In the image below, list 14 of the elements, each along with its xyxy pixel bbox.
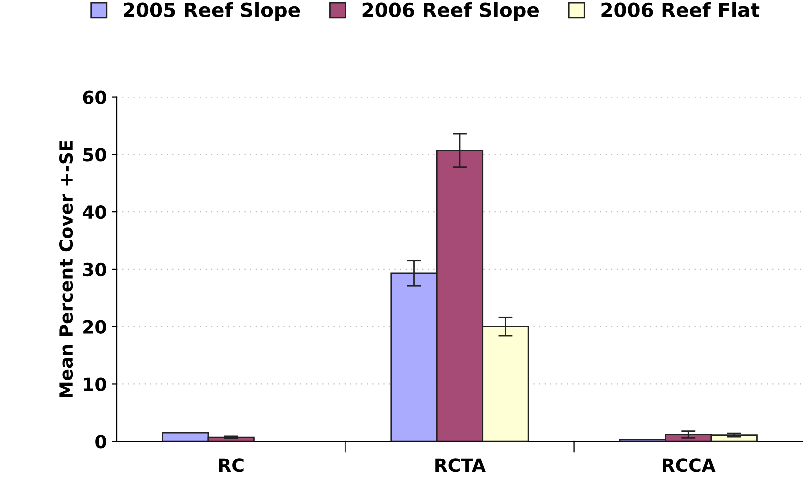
y-tick-label: 60 [83,90,106,104]
y-tick-label: 40 [82,206,106,220]
y-tick-label: 20 [84,320,106,334]
legend-label: 2006 Reef Slope [362,2,539,22]
legend-label: 2006 Reef Flat [602,2,760,18]
x-tick-label: RC [219,458,244,472]
y-tick-label: 10 [84,378,106,392]
y-tick-label: 30 [83,262,106,277]
x-tick-label: RCCA [663,458,716,472]
y-tick-label: 50 [84,148,106,162]
x-tick-label: RCTA [436,458,486,472]
legend-label: 2005 Reef Slope [124,2,300,22]
y-tick-label: 0 [96,435,106,449]
y-axis-title: Mean Percent Cover +-SE [59,141,74,398]
